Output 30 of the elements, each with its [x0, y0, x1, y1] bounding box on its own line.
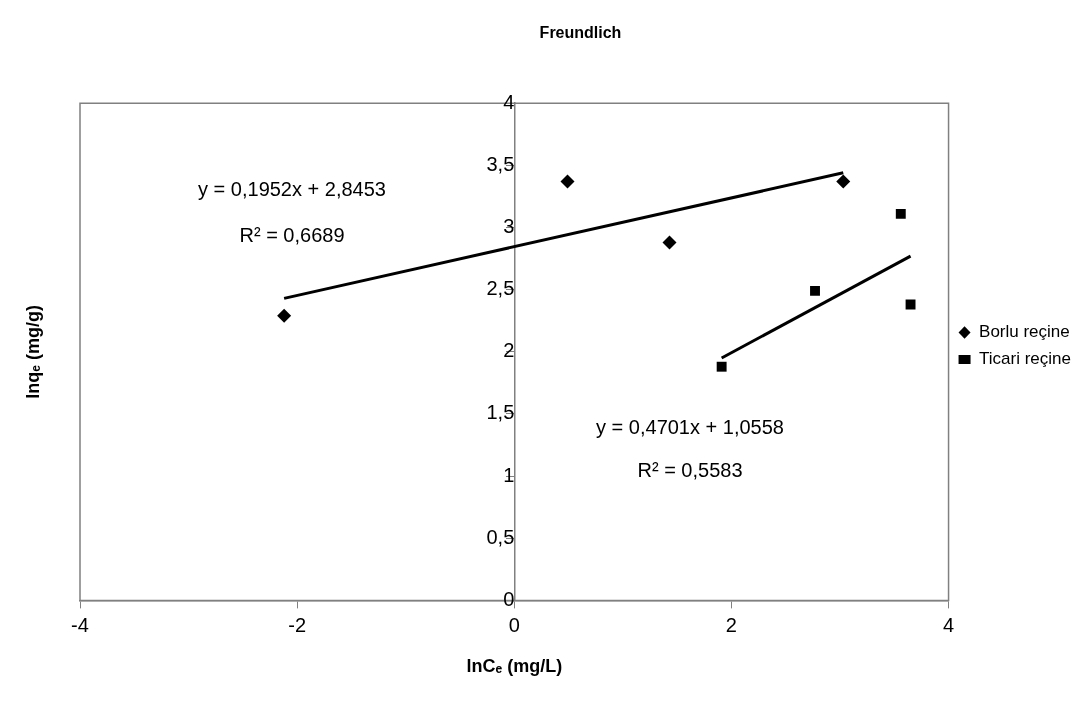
y-tick-label: 3: [503, 215, 515, 238]
point: [895, 208, 906, 219]
x-tick-label: 4: [942, 613, 955, 636]
y-tick-label: 0,5: [486, 525, 515, 548]
annotation: y = 0,1952x + 2,8453: [198, 177, 386, 200]
chart-title: Freundlich: [539, 24, 622, 42]
point: [810, 285, 820, 296]
annotation: R² = 0,5583: [637, 458, 743, 481]
x-tick-label: -2: [288, 613, 307, 636]
point: [905, 299, 916, 310]
point: [662, 235, 677, 250]
y-tick-label: 3,5: [486, 152, 515, 175]
y-tick-label: 4: [503, 90, 515, 113]
x-axis-title: lnCₑ (mg/L): [466, 656, 563, 677]
point: [716, 361, 727, 372]
x-tick-label: 2: [725, 613, 737, 636]
annotation: R² = 0,6689: [239, 223, 345, 246]
legend-label: Borlu reçine: [979, 322, 1070, 342]
point: [836, 174, 851, 189]
y-tick-label: 1,5: [486, 401, 515, 424]
x-tick-label: -4: [71, 613, 89, 636]
annotation: y = 0,4701x + 1,0558: [596, 415, 784, 438]
point: [277, 308, 292, 323]
y-tick-label: 2,5: [486, 277, 515, 300]
y-tick-label: 1: [503, 463, 515, 486]
point: [560, 174, 575, 189]
y-axis-title: lnqₑ (mg/g): [22, 304, 43, 399]
y-tick-label: 2: [503, 339, 515, 362]
legend-label: Ticari reçine: [979, 349, 1072, 369]
y-tick-label: 0: [503, 587, 515, 610]
